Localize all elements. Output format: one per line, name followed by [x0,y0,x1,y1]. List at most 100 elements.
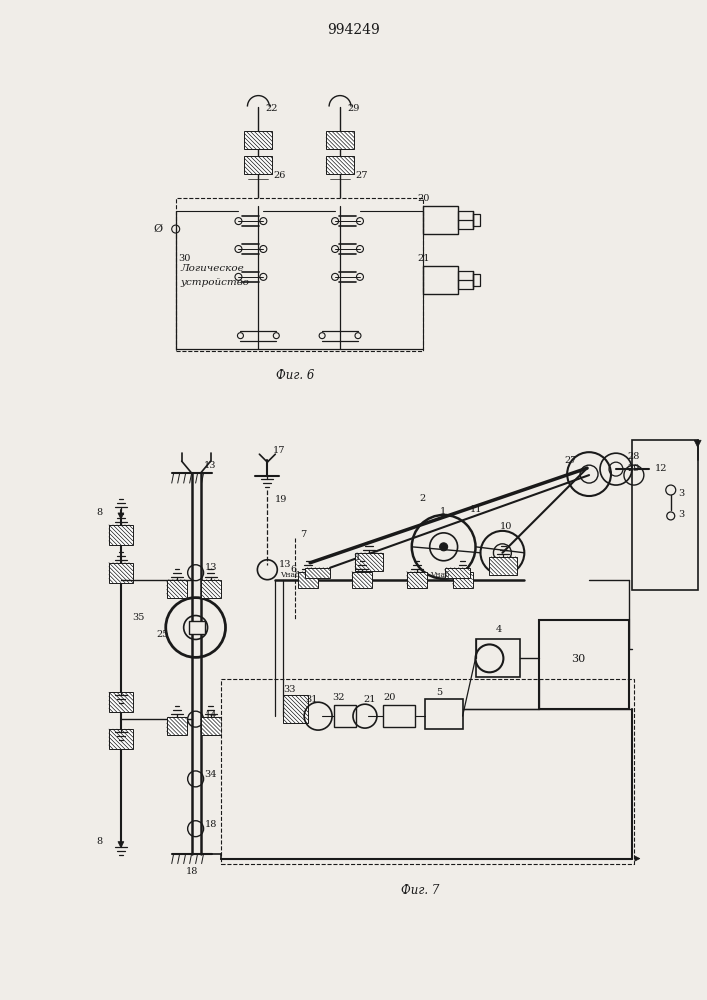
Text: 18: 18 [204,820,217,829]
Circle shape [440,543,448,551]
Circle shape [355,333,361,339]
Text: 35: 35 [132,613,144,622]
Bar [109,692,133,712]
Bar [383,705,415,727]
Bar [167,580,187,598]
Circle shape [332,218,339,225]
Bar [176,198,423,351]
Bar [109,729,133,749]
Text: 13: 13 [279,560,292,569]
Text: 27: 27 [355,171,368,180]
Bar [472,214,481,226]
Bar [305,568,330,578]
Bar [423,266,457,294]
Text: 18: 18 [185,867,198,876]
Text: 19: 19 [275,495,288,504]
Text: 29: 29 [347,104,359,113]
Text: 28: 28 [627,452,639,461]
Text: 25: 25 [157,630,169,639]
Bar [326,131,354,149]
Bar [109,525,133,545]
Text: 30: 30 [179,254,191,263]
Text: 4: 4 [496,625,502,634]
Circle shape [235,218,242,225]
Polygon shape [694,440,701,447]
Text: 5: 5 [437,688,443,697]
Text: Vнаб: Vнаб [280,571,300,579]
Circle shape [332,246,339,252]
Text: 3: 3 [679,489,685,498]
Circle shape [238,333,243,339]
Text: 13: 13 [204,461,216,470]
Circle shape [235,273,242,280]
Text: 20: 20 [383,693,395,702]
Text: Ø: Ø [153,224,163,234]
Circle shape [260,273,267,280]
Bar [201,580,221,598]
Text: 17: 17 [272,446,285,455]
Bar [355,553,383,571]
Text: 2: 2 [420,494,426,503]
Bar [452,572,472,588]
Circle shape [476,644,503,672]
Circle shape [356,218,363,225]
Text: 30: 30 [571,654,585,664]
Polygon shape [118,513,124,519]
Text: 11: 11 [469,505,482,514]
Text: 27: 27 [564,456,577,465]
Polygon shape [118,842,124,848]
Text: Фиг. 6: Фиг. 6 [276,369,315,382]
Text: 29: 29 [627,464,639,473]
Bar [298,572,318,588]
Circle shape [260,218,267,225]
Text: 31: 31 [305,695,317,704]
Bar [326,156,354,174]
Polygon shape [632,855,640,863]
Text: Логическое: Логическое [181,264,245,273]
Text: 1: 1 [355,553,361,562]
Bar [472,274,481,286]
Circle shape [356,273,363,280]
Circle shape [332,273,339,280]
Circle shape [235,246,242,252]
Bar [352,572,372,588]
Bar [476,639,520,677]
Bar [539,620,629,709]
Text: 20: 20 [418,194,430,203]
Bar [109,563,133,583]
Text: 14: 14 [204,711,217,720]
Text: 32: 32 [332,693,344,702]
Text: 33: 33 [284,685,296,694]
Bar [632,440,698,590]
Text: 21: 21 [418,254,431,263]
Text: 12: 12 [655,464,667,473]
Text: Фиг. 7: Фиг. 7 [401,884,439,897]
Bar [423,206,457,234]
Bar [167,717,187,735]
Bar [407,572,427,588]
Text: 6: 6 [291,565,296,574]
Text: 7: 7 [300,530,306,539]
Text: 13: 13 [204,563,217,572]
Bar [245,156,272,174]
Text: 1: 1 [440,507,446,516]
Text: устройство: устройство [181,278,250,287]
Bar [457,211,472,229]
Text: 34: 34 [204,770,217,779]
Bar [425,699,462,729]
Bar [189,621,204,634]
Bar [221,679,634,864]
Text: Vнаб: Vнаб [430,571,450,579]
Text: 994249: 994249 [327,23,380,37]
Bar [284,695,308,723]
Text: 26: 26 [274,171,286,180]
Text: 10: 10 [499,522,512,531]
Text: 8: 8 [97,508,103,517]
Bar [445,568,469,578]
Circle shape [260,246,267,252]
Bar [489,557,518,575]
Bar [245,131,272,149]
Text: 22: 22 [265,104,278,113]
Bar [201,717,221,735]
Text: 8: 8 [97,837,103,846]
